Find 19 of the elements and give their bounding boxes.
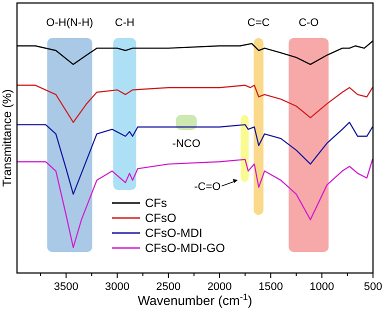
x-tick-label: 1000 xyxy=(310,281,334,293)
x-tick-label: 2500 xyxy=(156,281,181,293)
legend-label: CFsO-MDI-GO xyxy=(145,241,225,256)
x-tick-label: 500 xyxy=(364,281,382,293)
band-label: C-O xyxy=(298,17,320,29)
x-tick-label: 3500 xyxy=(54,281,78,293)
band-label: C=C xyxy=(247,17,270,29)
band-label: -NCO xyxy=(172,138,201,150)
band-label: O-H(N-H) xyxy=(46,17,94,29)
legend-label: CFsO-MDI xyxy=(145,226,202,240)
x-tick-label: 2000 xyxy=(207,281,232,293)
band-label: C-H xyxy=(114,17,134,29)
x-axis-title: Wavenumber (cm$^{-1}$) xyxy=(138,292,252,308)
legend-label: CFsO xyxy=(145,211,176,226)
x-tick-label: 3000 xyxy=(105,281,130,293)
band-label: -C=O xyxy=(194,181,222,193)
x-tick-label: 1500 xyxy=(258,281,283,293)
y-axis-title: Transmittance (%) xyxy=(0,89,14,187)
legend-label: CFs xyxy=(145,196,167,210)
